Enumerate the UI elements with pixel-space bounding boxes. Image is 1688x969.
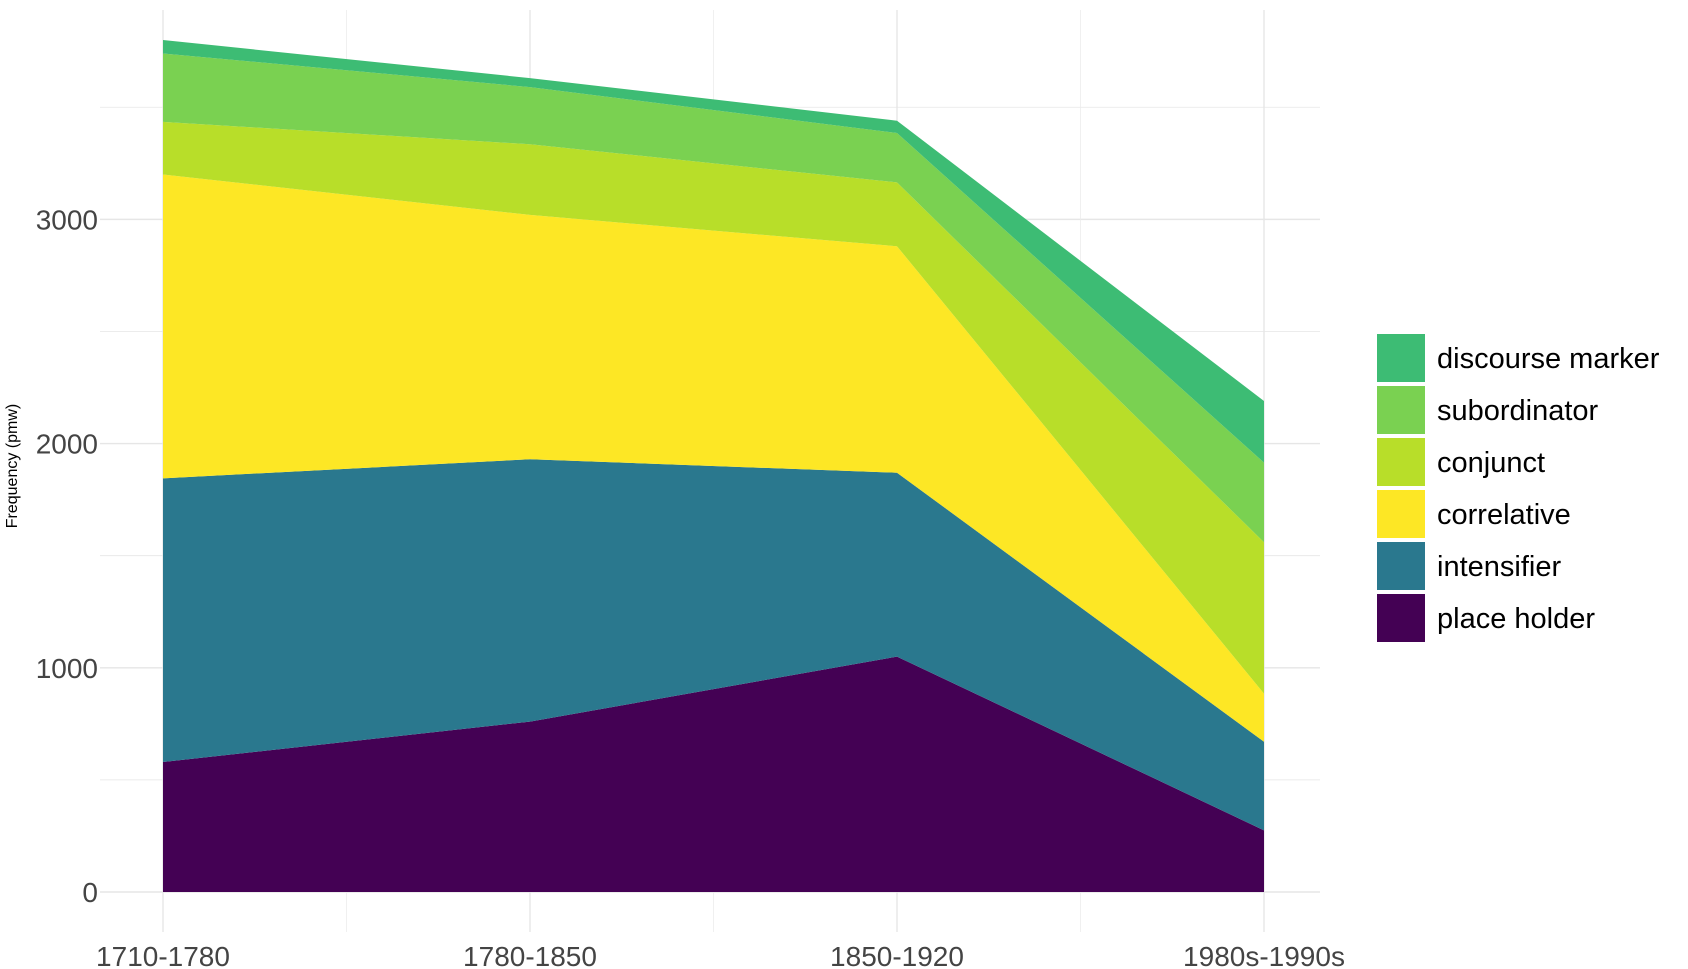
x-axis-ticks: 1710-1780 1780-1850 1850-1920 1980s-1990s <box>96 941 1345 969</box>
area-intensifier <box>163 459 1264 831</box>
legend: discourse marker subordinator conjunct corr… <box>1377 334 1660 642</box>
legend-swatch-conjunct <box>1377 438 1425 486</box>
area-place-holder <box>163 656 1264 892</box>
legend-label-place-holder: place holder <box>1437 603 1595 635</box>
area-conjunct <box>163 121 1264 694</box>
y-tick-label: 2000 <box>36 429 98 460</box>
y-tick-label: 0 <box>82 877 98 908</box>
legend-swatch-intensifier <box>1377 542 1425 590</box>
x-tick-label: 1850-1920 <box>830 941 964 969</box>
legend-label-discourse-marker: discourse marker <box>1437 343 1660 375</box>
y-tick-label: 3000 <box>36 204 98 235</box>
legend-swatch-discourse-marker <box>1377 334 1425 382</box>
area-correlative <box>163 174 1264 742</box>
legend-label-subordinator: subordinator <box>1437 395 1599 427</box>
legend-label-intensifier: intensifier <box>1437 551 1561 583</box>
legend-swatch-place-holder <box>1377 594 1425 642</box>
y-axis-label: Frequency (pmw) <box>4 404 21 528</box>
area-subordinator <box>163 53 1264 543</box>
legend-swatch-subordinator <box>1377 386 1425 434</box>
legend-swatch-correlative <box>1377 490 1425 538</box>
x-tick-label: 1780-1850 <box>463 941 597 969</box>
y-tick-label: 1000 <box>36 653 98 684</box>
y-axis-ticks: 0 1000 2000 3000 <box>36 204 98 908</box>
legend-label-conjunct: conjunct <box>1437 447 1545 479</box>
x-tick-label: 1710-1780 <box>96 941 230 969</box>
legend-label-correlative: correlative <box>1437 499 1571 531</box>
area-discourse-marker <box>163 40 1264 463</box>
x-tick-label: 1980s-1990s <box>1183 941 1345 969</box>
area-series <box>163 40 1264 892</box>
